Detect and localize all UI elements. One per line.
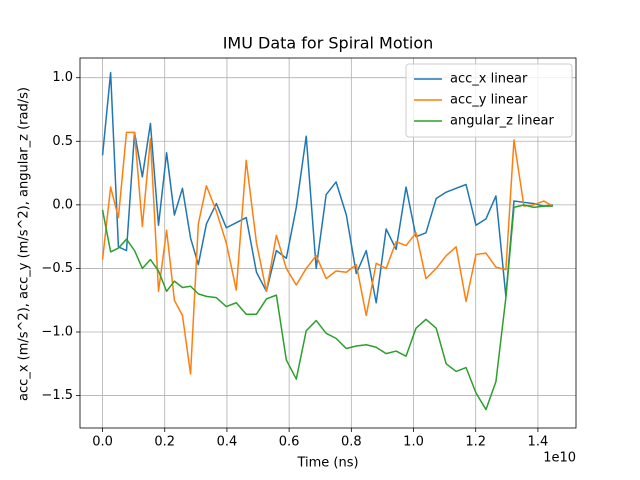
plot-frame xyxy=(79,57,577,429)
x-tick-label: 0.8 xyxy=(341,435,362,450)
y-tick-label: 0.5 xyxy=(52,134,73,149)
y-tick-label: 1.0 xyxy=(52,70,73,85)
x-tick-label: 0.0 xyxy=(92,435,113,450)
y-tick-label: 0.0 xyxy=(52,197,73,212)
x-axis-label: Time (ns) xyxy=(296,456,358,471)
y-tick-label: −1.0 xyxy=(41,325,73,340)
y-tick-label: −1.5 xyxy=(41,388,73,403)
x-tick-label: 1.2 xyxy=(465,435,486,450)
data-line xyxy=(101,131,554,375)
data-line xyxy=(101,204,553,411)
x-tick-label: 0.4 xyxy=(217,435,238,450)
legend: acc_x linear acc_y linear angular_z linear xyxy=(405,63,573,138)
y-axis-label: acc_x (m/s^2), acc_y (m/s^2), angular_z … xyxy=(17,87,32,401)
data-line xyxy=(101,71,553,304)
x-tick-label: 1.0 xyxy=(403,435,424,450)
x-tick-label: 0.2 xyxy=(154,435,175,450)
legend-label: acc_x linear xyxy=(450,72,528,87)
x-offset-label: 1e10 xyxy=(543,451,576,466)
y-tick-label: −0.5 xyxy=(41,261,73,276)
legend-label: angular_z linear xyxy=(450,114,555,129)
legend-box xyxy=(405,63,573,138)
x-tick-label: 0.6 xyxy=(279,435,300,450)
chart-title: IMU Data for Spiral Motion xyxy=(223,34,434,53)
x-tick-label: 1.4 xyxy=(528,435,549,450)
legend-label: acc_y linear xyxy=(450,93,528,108)
